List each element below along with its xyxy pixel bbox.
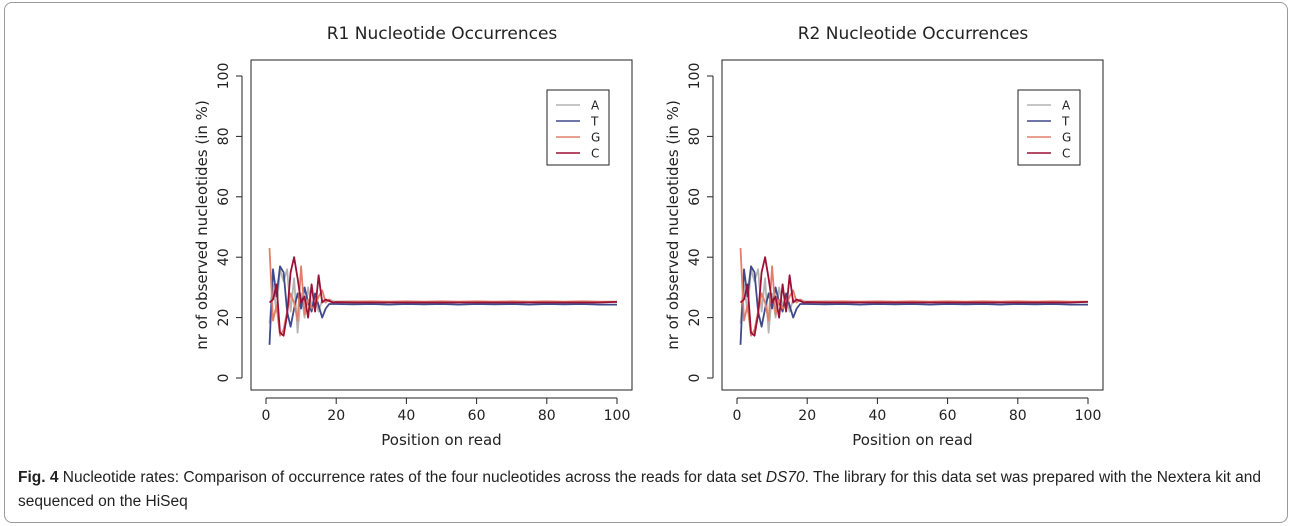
series-line-c [268, 256, 618, 337]
y-axis-label: nr of observed nucleotides (in %) [193, 100, 211, 350]
x-tick-label: 0 [262, 408, 271, 424]
legend-label-c: C [591, 147, 599, 161]
series-line-t [268, 265, 617, 345]
y-tick-label: 20 [216, 309, 232, 327]
legend-label-g: G [1062, 131, 1071, 145]
chart-title: R2 Nucleotide Occurrences [798, 24, 1029, 44]
x-tick-label: 80 [1009, 408, 1027, 424]
x-tick-label: 0 [733, 408, 742, 424]
series-line-c [739, 256, 1089, 337]
caption-dataset: DS70 [765, 469, 805, 486]
y-tick-label: 80 [687, 127, 703, 145]
series-line-t [739, 265, 1088, 345]
chart-panel-1: R1 Nucleotide Occurrences 0 20 40 60 80 100 Pos… [193, 24, 633, 449]
legend-label-c: C [1062, 147, 1070, 161]
x-tick-label: 40 [868, 408, 886, 424]
x-tick-label: 100 [604, 408, 631, 424]
y-tick-label: 0 [216, 374, 232, 383]
x-tick-label: 80 [538, 408, 556, 424]
y-tick-label: 20 [687, 309, 703, 327]
y-tick-label: 100 [687, 63, 703, 90]
caption-text-1: Nucleotide rates: Comparison of occurren… [58, 469, 766, 486]
y-tick-label: 60 [216, 188, 232, 206]
x-tick-label: 40 [397, 408, 415, 424]
y-tick-label: 80 [216, 127, 232, 145]
y-tick-label: 0 [687, 374, 703, 383]
x-axis-label: Position on read [852, 431, 972, 449]
x-tick-label: 20 [327, 408, 345, 424]
y-tick-label: 40 [687, 248, 703, 266]
x-tick-label: 60 [939, 408, 957, 424]
legend-label-t: T [590, 115, 599, 129]
plot-box [721, 59, 1104, 391]
x-tick-label: 60 [468, 408, 486, 424]
figure-caption: Fig. 4 Nucleotide rates: Comparison of o… [18, 466, 1274, 514]
legend-label-a: A [591, 99, 600, 113]
caption-text-2: . The library for this data set was prep… [18, 469, 1261, 510]
legend-label-t: T [1061, 115, 1070, 129]
chart-panel-2: R2 Nucleotide Occurrences 0 20 40 60 80 100 Pos… [664, 24, 1104, 449]
y-tick-label: 60 [687, 188, 703, 206]
y-tick-label: 40 [216, 248, 232, 266]
x-tick-label: 100 [1075, 408, 1102, 424]
plot-box [250, 59, 633, 391]
x-tick-label: 20 [798, 408, 816, 424]
legend-label-g: G [591, 131, 600, 145]
legend-label-a: A [1062, 99, 1071, 113]
y-axis-label: nr of observed nucleotides (in %) [664, 100, 682, 350]
figure-frame [4, 2, 1288, 523]
x-axis-label: Position on read [381, 431, 501, 449]
chart-title: R1 Nucleotide Occurrences [327, 24, 558, 44]
y-tick-label: 100 [216, 63, 232, 90]
caption-label: Fig. 4 [18, 469, 59, 486]
